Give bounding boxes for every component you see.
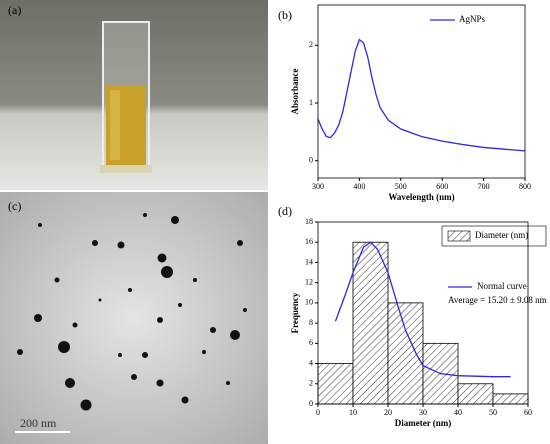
y-axis-label: Absorbance bbox=[290, 68, 300, 114]
legend-swatch bbox=[447, 230, 471, 242]
y-tick-label: 10 bbox=[305, 298, 313, 307]
plot-frame bbox=[317, 4, 526, 179]
y-tick-label: 6 bbox=[309, 338, 313, 347]
panel-label: (c) bbox=[8, 199, 21, 213]
annotation: Average = 15.20 ± 9.08 nm bbox=[448, 295, 547, 305]
legend-label: Normal curve bbox=[477, 281, 527, 291]
x-tick-label: 800 bbox=[519, 182, 531, 191]
data-line bbox=[317, 38, 526, 152]
y-tick-label: 4 bbox=[309, 358, 313, 367]
x-tick-label: 20 bbox=[384, 408, 392, 417]
panel-label: (b) bbox=[278, 8, 292, 22]
legend-label: Diameter (nm) bbox=[475, 230, 528, 240]
x-tick-label: 60 bbox=[524, 408, 532, 417]
x-tick-label: 0 bbox=[316, 408, 320, 417]
y-tick-label: 1 bbox=[309, 98, 313, 107]
panel-label: (a) bbox=[8, 3, 21, 17]
legend-label: AgNPs bbox=[459, 14, 486, 24]
x-tick-label: 30 bbox=[419, 408, 427, 417]
y-tick-label: 14 bbox=[305, 257, 313, 266]
x-tick-label: 40 bbox=[454, 408, 462, 417]
histogram-bar bbox=[387, 302, 424, 405]
y-tick-label: 2 bbox=[309, 40, 313, 49]
y-tick-label: 0 bbox=[309, 399, 313, 408]
histogram-bar bbox=[317, 363, 354, 405]
y-tick-label: 16 bbox=[305, 237, 313, 246]
normal-curve bbox=[334, 241, 511, 378]
histogram-bar bbox=[457, 383, 494, 405]
x-axis-label: Wavelength (nm) bbox=[388, 192, 454, 202]
y-tick-label: 8 bbox=[309, 318, 313, 327]
scale-bar-label: 200 nm bbox=[20, 416, 57, 430]
y-tick-label: 2 bbox=[309, 379, 313, 388]
x-tick-label: 10 bbox=[349, 408, 357, 417]
x-tick-label: 400 bbox=[353, 182, 365, 191]
legend-frame bbox=[441, 225, 547, 247]
tem-image bbox=[0, 192, 268, 444]
x-tick-label: 700 bbox=[478, 182, 490, 191]
panel-label: (d) bbox=[278, 204, 292, 218]
x-tick-label: 300 bbox=[312, 182, 324, 191]
x-tick-label: 50 bbox=[489, 408, 497, 417]
y-tick-label: 12 bbox=[305, 277, 313, 286]
histogram-bar bbox=[492, 393, 529, 405]
x-tick-label: 500 bbox=[395, 182, 407, 191]
y-tick-label: 18 bbox=[305, 217, 313, 226]
histogram-bar bbox=[352, 241, 389, 405]
x-axis-label: Diameter (nm) bbox=[395, 418, 452, 428]
photo-cuvette bbox=[0, 0, 268, 190]
y-tick-label: 0 bbox=[309, 156, 313, 165]
x-tick-label: 600 bbox=[436, 182, 448, 191]
plot-frame bbox=[317, 221, 529, 405]
y-axis-label: Frequency bbox=[290, 292, 300, 333]
